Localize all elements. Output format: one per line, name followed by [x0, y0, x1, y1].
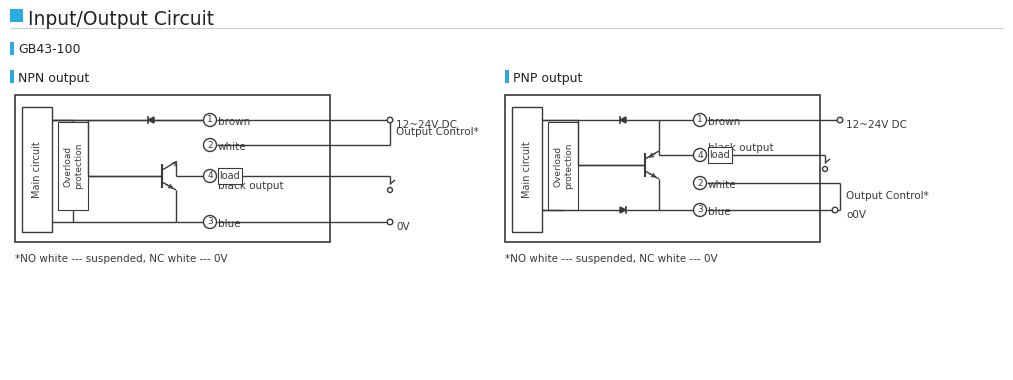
Bar [512, 107, 542, 232]
Circle shape [694, 204, 706, 217]
Bar [15, 95, 330, 242]
Bar [58, 122, 88, 210]
Text: 4: 4 [697, 150, 703, 160]
Text: brown: brown [708, 117, 741, 127]
Text: 12~24V DC: 12~24V DC [396, 120, 457, 130]
Text: PNP output: PNP output [513, 72, 582, 85]
Text: blue: blue [218, 219, 241, 229]
Polygon shape [148, 117, 154, 123]
Bar [10, 9, 23, 22]
Text: 3: 3 [697, 206, 703, 214]
Text: 2: 2 [208, 141, 213, 149]
Text: GB43-100: GB43-100 [18, 43, 80, 56]
Text: Output Control*: Output Control* [396, 127, 479, 137]
Circle shape [823, 166, 828, 171]
Text: load: load [710, 150, 730, 160]
Text: *NO white --- suspended, NC white --- 0V: *NO white --- suspended, NC white --- 0V [505, 254, 717, 264]
Text: Output Control*: Output Control* [846, 191, 929, 201]
Text: brown: brown [218, 117, 250, 127]
Circle shape [833, 207, 838, 213]
Bar [218, 168, 242, 184]
Text: blue: blue [708, 207, 730, 217]
Circle shape [387, 117, 393, 123]
Circle shape [204, 138, 217, 152]
Text: Overload
protection: Overload protection [63, 143, 83, 189]
Circle shape [388, 187, 392, 193]
Text: load: load [220, 171, 240, 181]
Bar [548, 122, 578, 210]
Circle shape [694, 149, 706, 162]
Circle shape [694, 114, 706, 127]
Polygon shape [620, 117, 626, 123]
Bar [505, 95, 820, 242]
Text: o0V: o0V [846, 210, 866, 220]
Text: 4: 4 [208, 171, 213, 180]
Text: white: white [708, 180, 736, 190]
Text: 2: 2 [697, 179, 703, 187]
Circle shape [204, 114, 217, 127]
Text: black output: black output [218, 181, 284, 191]
Text: Main circuit: Main circuit [522, 141, 532, 198]
Bar [10, 70, 14, 83]
Text: Main circuit: Main circuit [32, 141, 42, 198]
Text: 1: 1 [697, 116, 703, 125]
Text: Overload
protection: Overload protection [553, 143, 572, 189]
Circle shape [204, 169, 217, 182]
Polygon shape [620, 207, 626, 213]
Bar [505, 70, 509, 83]
Circle shape [837, 117, 843, 123]
Text: 1: 1 [207, 116, 213, 125]
Text: black output: black output [708, 143, 774, 153]
Text: 0V: 0V [396, 222, 409, 232]
Text: 3: 3 [207, 217, 213, 226]
Text: 12~24V DC: 12~24V DC [846, 120, 907, 130]
Circle shape [204, 215, 217, 228]
Bar [708, 147, 732, 163]
Bar [10, 42, 14, 55]
Circle shape [694, 176, 706, 190]
Circle shape [387, 219, 393, 225]
Text: white: white [218, 142, 246, 152]
Text: Input/Output Circuit: Input/Output Circuit [28, 10, 214, 29]
Text: NPN output: NPN output [18, 72, 89, 85]
Text: *NO white --- suspended, NC white --- 0V: *NO white --- suspended, NC white --- 0V [15, 254, 228, 264]
Bar [22, 107, 52, 232]
